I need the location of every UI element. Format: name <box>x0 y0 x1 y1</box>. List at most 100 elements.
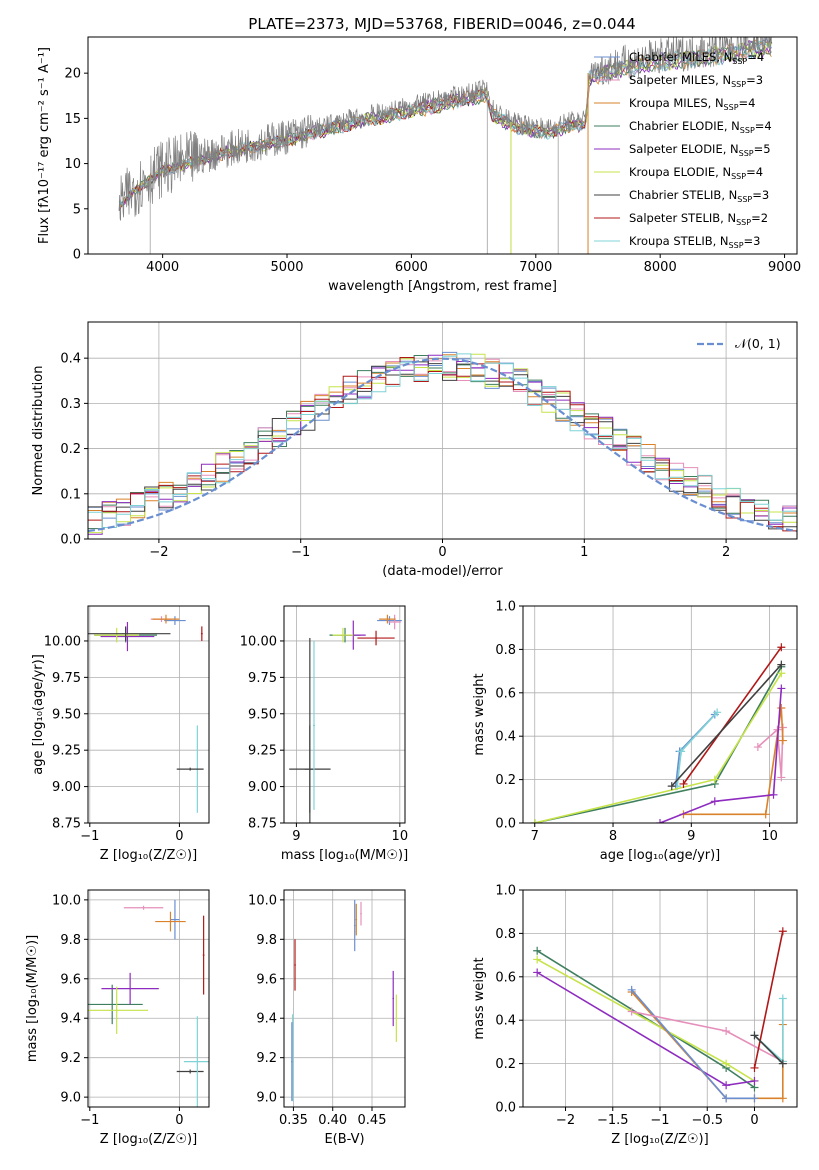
y-tick-label: 9.6 <box>60 972 81 987</box>
legend-count: =3 <box>752 188 769 202</box>
legend-subscript: SSP <box>732 57 747 66</box>
age-vs-mass-panel: 9 10 8.75 9.00 9.25 9.50 9.75 10.00 mass [log₁₀(… <box>240 605 409 863</box>
axes-frame: −2 −1 0 1 2 0.0 0.1 0.2 0.3 0.4 (data-model)/error… <box>31 321 798 579</box>
legend-subscript: SSP <box>739 149 754 158</box>
x-tick-label: 7000 <box>519 260 552 275</box>
x-tick-label: −1 <box>80 829 99 844</box>
x-tick-label: −1 <box>650 1113 669 1128</box>
legend-count: =4 <box>746 165 763 179</box>
legend-count: =4 <box>755 119 772 133</box>
y-axis-label: mass [log₁₀(M/M☉)] <box>25 935 40 1062</box>
mass-weight-marker <box>778 1059 787 1068</box>
x-axis-label: E(B-V) <box>324 1132 364 1147</box>
x-axis-label: wavelength [Angstrom, rest frame] <box>328 279 557 294</box>
normal-distribution-curve <box>88 357 797 533</box>
axes-border <box>522 605 798 824</box>
x-tick-label: 9000 <box>768 260 801 275</box>
y-tick-label: 9.8 <box>256 933 277 948</box>
axes-frame: −1 0 9.0 9.2 9.4 9.6 9.8 10.0 Z [log₁₀(Z/Z☉)] mas… <box>25 889 210 1147</box>
y-tick-label: 10.00 <box>240 634 277 649</box>
y-tick-label: 0 <box>73 248 81 263</box>
y-tick-label: 10.0 <box>248 893 277 908</box>
x-tick-label: 0 <box>438 545 446 560</box>
mass-weight-marker <box>777 684 786 693</box>
mass-weight-marker <box>722 1081 731 1090</box>
mass-weight-marker <box>656 819 664 823</box>
mass-weight-line <box>631 989 755 1100</box>
y-tick-label: 9.25 <box>52 744 81 759</box>
x-axis-label: Z [log₁₀(Z/Z☉)] <box>100 848 197 863</box>
mass-weight-marker <box>533 968 542 977</box>
axes-frame: 0.35 0.40 0.45 9.0 9.2 9.4 9.6 9.8 10.0 E(B-V) <box>248 889 406 1147</box>
y-tick-label: 0.0 <box>495 1101 516 1116</box>
y-tick-label: 0.2 <box>495 1057 516 1072</box>
y-tick-label: 0.6 <box>495 686 516 701</box>
mass-weight-marker <box>710 797 719 806</box>
y-axis-label: mass weight <box>472 673 487 755</box>
x-tick-label: −2 <box>149 545 168 560</box>
x-tick-label: 0 <box>175 829 183 844</box>
y-tick-label: 8.75 <box>52 817 81 832</box>
y-tick-label: 0.8 <box>495 643 516 658</box>
y-tick-label: 10 <box>64 157 81 172</box>
y-tick-label: 20 <box>64 67 81 82</box>
legend-entry-label: Salpeter STELIB, NSSP=2 <box>629 211 768 227</box>
plot-area <box>88 614 204 813</box>
axes-border <box>283 889 406 1108</box>
legend-entry-label: Salpeter MILES, NSSP=3 <box>629 73 763 89</box>
mass-weight-line <box>753 1034 784 1065</box>
x-tick-label: −1 <box>80 1113 99 1128</box>
y-axis-label: age [log₁₀(age/yr)] <box>31 654 46 775</box>
y-tick-label: 0.2 <box>495 773 516 788</box>
x-tick-label: 10 <box>392 829 409 844</box>
legend-entry-label: Kroupa MILES, NSSP=4 <box>629 96 755 112</box>
plot-area <box>291 899 398 1102</box>
y-tick-label: 0.0 <box>60 533 81 548</box>
y-tick-label: 0.4 <box>495 730 516 745</box>
axes-frame: −1 0 8.75 9.00 9.25 9.50 9.75 10.00 Z [log₁₀(Z/Z… <box>31 605 210 863</box>
mass-weight-line <box>683 707 784 816</box>
y-tick-label: 0.8 <box>495 927 516 942</box>
y-tick-label: 9.4 <box>60 1012 81 1027</box>
axes-frame: 9 10 8.75 9.00 9.25 9.50 9.75 10.00 mass [log₁₀(… <box>240 605 409 863</box>
mass-weight-marker <box>627 985 636 994</box>
mass-weight-line <box>536 971 755 1087</box>
legend-subscript: SSP <box>731 80 746 89</box>
mass-vs-ebv-panel: 0.35 0.40 0.45 9.0 9.2 9.4 9.6 9.8 10.0 E(B-V) <box>248 889 406 1147</box>
legend-count: =5 <box>754 142 771 156</box>
y-tick-label: 10.00 <box>44 634 81 649</box>
legend-subscript: SSP <box>724 103 739 112</box>
mass-weight-marker <box>722 1059 731 1068</box>
mass-weight-marker <box>530 819 539 823</box>
mass-weight-marker <box>533 955 542 964</box>
y-tick-label: 1.0 <box>495 600 516 615</box>
x-axis-label: Z [log₁₀(Z/Z☉)] <box>100 1132 197 1147</box>
mass-weight-marker <box>750 1031 759 1040</box>
plot-area <box>88 899 209 1107</box>
mass-weight-marker <box>750 1076 759 1085</box>
y-tick-label: 0.0 <box>495 817 516 832</box>
y-tick-label: 9.6 <box>256 972 277 987</box>
mass-weight-marker <box>777 669 786 678</box>
mass-weight-marker <box>761 810 770 819</box>
y-tick-label: 0.6 <box>495 970 516 985</box>
x-tick-label: −0.5 <box>691 1113 723 1128</box>
legend-subscript: SSP <box>729 241 744 250</box>
mass-weight-line <box>534 666 782 823</box>
legend-entry-label: Chabrier MILES, NSSP=4 <box>629 50 764 66</box>
spectrum-legend: Chabrier MILES, NSSP=4 Salpeter MILES, NS… <box>594 50 772 250</box>
mass-weight-marker <box>778 736 787 745</box>
mass-weight-marker <box>710 775 719 784</box>
mass-weight-marker <box>533 946 542 955</box>
plot-area <box>289 614 402 823</box>
legend-entry-label: Chabrier ELODIE, NSSP=4 <box>629 119 772 135</box>
age-vs-metallicity-panel: −1 0 8.75 9.00 9.25 9.50 9.75 10.00 Z [log₁₀(Z/Z… <box>31 605 210 863</box>
mass-weight-marker <box>778 994 787 1003</box>
mass-weight-marker <box>769 790 778 799</box>
y-tick-label: 9.2 <box>60 1051 81 1066</box>
x-axis-label: Z [log₁₀(Z/Z☉)] <box>611 1132 708 1147</box>
x-tick-label: 1 <box>580 545 588 560</box>
x-tick-label: 9 <box>687 829 695 844</box>
y-tick-label: 0.4 <box>60 352 81 367</box>
legend-count: =4 <box>747 50 764 64</box>
